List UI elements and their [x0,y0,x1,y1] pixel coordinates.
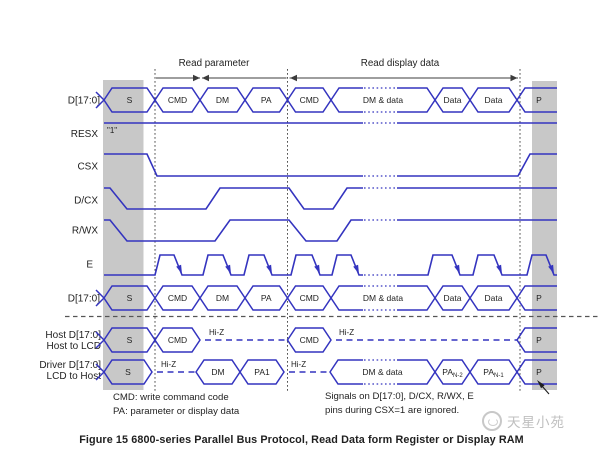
signal-name: R/WX [72,226,98,237]
note-line: Signals on D[17:0], D/CX, R/WX, E [325,391,474,402]
phase-span-1: Read display data [289,58,518,82]
hiz-label: Hi-Z [291,360,306,369]
bus-segment-label: CMD [300,335,319,345]
signal-name: D/CX [74,196,98,207]
bus-segment-label: PAN-1 [483,367,504,379]
bus-segment-label: CMD [300,293,319,303]
bus-segment-label: Data [485,293,503,303]
waveform [104,153,557,177]
bus-segment-label: DM & data [362,367,402,377]
signal-row-driver-d: Driver D[17:0]LCD to Host S Hi-Z DM PA1 Hi-Z D… [39,359,557,385]
watermark-text: 天星小苑 [507,415,565,430]
bus-segment-label: CMD [168,335,187,345]
dimension-arrowhead-icon [193,74,200,82]
bus-segment-label: S [125,367,131,377]
continuation-gap-layer [363,86,397,386]
bus-segment-open [516,327,557,353]
bus-segment-label: P [536,293,542,303]
signal-name: Driver D[17:0] [39,360,101,371]
csx-ignore-note: Signals on D[17:0], D/CX, R/WX, E pins d… [325,390,474,417]
note-arrowhead-icon [537,380,545,389]
bus-segment-label: S [127,335,133,345]
signal-name: RESX [71,129,99,140]
bus-lead-in [95,331,105,349]
bus-lead-in [95,91,105,109]
signal-name: LCD to Host [47,371,102,382]
bus-segment-label: Data [485,95,503,105]
phase-label: Read display data [361,58,440,69]
bus-segment-label: CMD [168,293,187,303]
dimension-arrowhead-icon [202,74,209,82]
bus-segment-label: CMD [168,95,187,105]
bus-segment-label: DM [216,95,229,105]
hiz-label: Hi-Z [161,360,176,369]
phase-label: Read parameter [179,58,251,69]
bus-segment-label: S [127,95,133,105]
signal-row-dcx: D/CX [74,187,557,210]
bus-segment-label: PA1 [254,367,270,377]
bus-segment-label: PA [261,293,272,303]
bus-segment-label: PA [261,95,272,105]
signal-name: D[17:0] [68,96,100,107]
bus-segment-label: P [536,335,542,345]
bus-segment-label: P [536,367,542,377]
gray-bar-1 [532,81,557,390]
level-annotation: "1" [107,126,117,135]
note-line: CMD: write command code [113,392,229,403]
bus-segment-open [516,359,557,385]
signal-name: CSX [77,162,98,173]
waveform [104,187,557,210]
signal-row-resx: RESX "1" [71,122,557,140]
signal-row-d-bus-top: D[17:0] S CMD DM PA CMD DM & data Data Data P [68,87,557,113]
waveform [104,219,557,242]
watermark: 天星小苑 [482,411,565,431]
figure-caption: Figure 15 6800-series Parallel Bus Proto… [79,434,524,446]
note-line: pins during CSX=1 are ignored. [325,404,460,416]
waveform [104,254,557,276]
phase-span-0: Read parameter [156,58,287,82]
bus-segment-label: CMD [300,95,319,105]
signal-name: E [86,260,93,271]
bus-segment-label: DM [216,293,229,303]
signal-row-host-d: Host D[17:0]Host to LCD S CMD Hi-Z CMD Hi-Z P [45,327,557,353]
bus-lead-in [95,289,105,307]
bus-segment [286,327,332,353]
bus-segment-label: DM & data [363,95,403,105]
signal-name: Host to LCD [47,341,101,352]
watermark-logo-icon [482,411,502,431]
bus-segment-label: P [536,95,542,105]
hiz-label: Hi-Z [209,328,224,337]
bus-segment-label: DM [211,367,224,377]
abbreviation-note: CMD: write command code PA: parameter or… [113,391,239,418]
note-line: PA: parameter or display data [113,405,240,417]
signal-row-csx: CSX [77,153,557,177]
note-pointer-arrow [537,380,550,395]
gray-bar-0 [103,80,144,390]
background-layer [65,69,600,392]
bus-segment-label: Data [444,95,462,105]
bus-segment-label: Data [444,293,462,303]
bus-segment-open [516,285,557,311]
signal-row-e: E [86,254,557,276]
signal-name: D[17:0] [68,294,100,305]
bus-segment-label: S [127,293,133,303]
bus-segment-open [516,87,557,113]
signal-row-rwx: R/WX [72,219,557,242]
bus-segment [103,359,153,385]
dimension-arrowhead-icon [510,74,518,82]
signal-row-d-bus-bottom: D[17:0] S CMD DM PA CMD DM & data Data Data P [68,285,557,311]
bus-lead-in [95,363,105,381]
dimension-arrowhead-icon [290,74,297,82]
signal-name: Host D[17:0] [45,330,101,341]
bus-segment-label: PAN-2 [442,367,463,379]
hiz-label: Hi-Z [339,328,354,337]
bus-segment [239,359,285,385]
bus-segment [154,327,201,353]
bus-segment-label: DM & data [363,293,403,303]
